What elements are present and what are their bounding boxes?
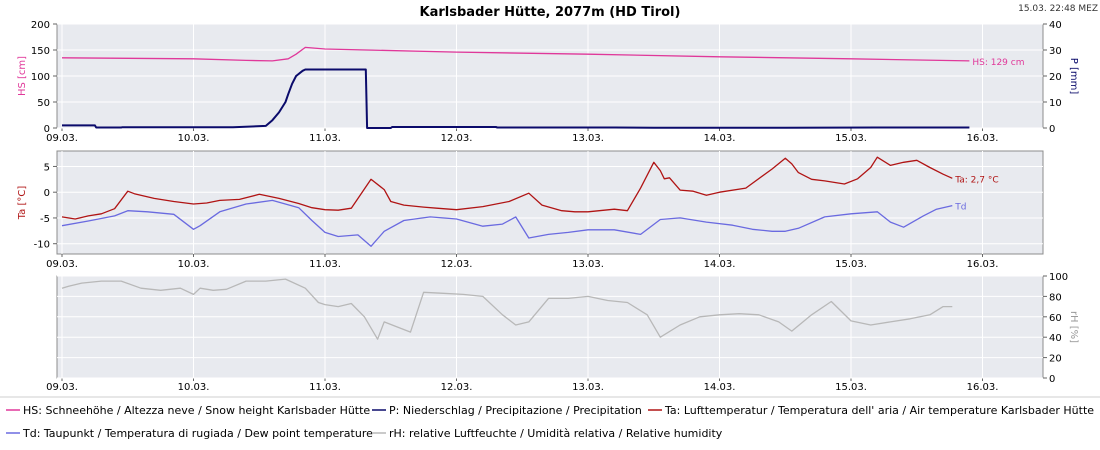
panel-humidity: 09.03. 10.03. 11.03. 12.03. 13.03. 14.03. 15.0… xyxy=(46,272,1079,393)
legend-label-td: Td: Taupunkt / Temperatura di rugiada / … xyxy=(22,427,373,440)
y-right-axis-title: rH [%] xyxy=(1068,311,1079,343)
x-tick-label: 16.03. xyxy=(967,259,999,270)
x-tick-label: 10.03. xyxy=(178,382,210,393)
y-tick-label: -10 xyxy=(34,240,50,251)
chart-title: Karlsbader Hütte, 2077m (HD Tirol) xyxy=(420,5,681,20)
series-line-rh xyxy=(61,278,953,340)
x-tick-label: 15.03. xyxy=(835,259,867,270)
series-line-td xyxy=(61,199,953,247)
x-tick-label: 15.03. xyxy=(835,133,867,144)
y-right-tick-label: 100 xyxy=(1049,272,1068,283)
y-tick-label: 0 xyxy=(44,188,50,199)
x-tick-label: 14.03. xyxy=(704,133,736,144)
x-tick-label: 10.03. xyxy=(178,133,210,144)
y-right-tick-label: 20 xyxy=(1049,72,1062,83)
y-tick-label: 150 xyxy=(31,46,50,57)
x-tick-label: 13.03. xyxy=(572,259,604,270)
legend-label-hs: HS: Schneehöhe / Altezza neve / Snow hei… xyxy=(23,404,370,417)
y-right-tick-label: 40 xyxy=(1049,20,1062,31)
end-label-td: Td xyxy=(954,203,966,213)
x-tick-label: 12.03. xyxy=(441,382,473,393)
timestamp: 15.03. 22:48 MEZ xyxy=(1018,4,1098,14)
plot-area-ta xyxy=(56,150,1044,255)
series-line-hs xyxy=(61,46,970,62)
y-right-tick-label: 60 xyxy=(1049,313,1062,324)
y-axis-title: Ta [°C] xyxy=(17,186,28,221)
panel-temperature: 09.03. 10.03. 11.03. 12.03. 13.03. 14.03. 15.0… xyxy=(17,150,1044,270)
x-tick-label: 10.03. xyxy=(178,259,210,270)
plot-area-rh xyxy=(56,275,1044,379)
y-right-tick-label: 0 xyxy=(1049,374,1055,385)
x-tick-label: 11.03. xyxy=(309,259,341,270)
panel-snow-precipitation: 09.03. 10.03. 11.03. 12.03. 13.03. 14.03. 15.0… xyxy=(17,20,1079,144)
x-tick-label: 16.03. xyxy=(967,382,999,393)
x-tick-label: 09.03. xyxy=(46,133,78,144)
x-tick-label: 12.03. xyxy=(441,259,473,270)
x-tick-label: 09.03. xyxy=(46,382,78,393)
y-tick-label: -5 xyxy=(40,214,50,225)
legend-label-p: P: Niederschlag / Precipitazione / Preci… xyxy=(389,404,642,417)
y-right-tick-label: 0 xyxy=(1049,124,1055,135)
y-axis-title: HS [cm] xyxy=(17,56,28,96)
legend-label-ta: Ta: Lufttemperatur / Temperatura dell' a… xyxy=(664,404,1094,417)
x-tick-label: 12.03. xyxy=(441,133,473,144)
y-right-tick-label: 30 xyxy=(1049,46,1062,57)
y-tick-label: 0 xyxy=(44,124,50,135)
x-tick-label: 14.03. xyxy=(704,259,736,270)
series-line-p xyxy=(62,68,970,129)
y-right-tick-label: 40 xyxy=(1049,333,1062,344)
series-line-ta xyxy=(61,156,953,220)
y-tick-label: 5 xyxy=(44,162,50,173)
y-right-tick-label: 20 xyxy=(1049,354,1062,365)
x-tick-label: 09.03. xyxy=(46,259,78,270)
x-tick-label: 13.03. xyxy=(572,382,604,393)
y-right-tick-label: 10 xyxy=(1049,98,1062,109)
y-tick-label: 50 xyxy=(37,98,50,109)
y-right-tick-label: 80 xyxy=(1049,292,1062,303)
x-tick-label: 11.03. xyxy=(309,133,341,144)
legend-label-rh: rH: relative Luftfeuchte / Umidità relat… xyxy=(389,427,723,440)
end-label-ta: Ta: 2,7 °C xyxy=(954,175,998,185)
y-right-axis-title: P [mm] xyxy=(1068,58,1079,95)
x-tick-label: 16.03. xyxy=(967,133,999,144)
x-tick-label: 13.03. xyxy=(572,133,604,144)
legend: HS: Schneehöhe / Altezza neve / Snow hei… xyxy=(6,404,1094,440)
end-label-hs: HS: 129 cm xyxy=(972,58,1024,68)
x-tick-label: 11.03. xyxy=(309,382,341,393)
y-tick-label: 200 xyxy=(31,20,50,31)
x-tick-label: 15.03. xyxy=(835,382,867,393)
y-tick-label: 100 xyxy=(31,72,50,83)
x-tick-label: 14.03. xyxy=(704,382,736,393)
